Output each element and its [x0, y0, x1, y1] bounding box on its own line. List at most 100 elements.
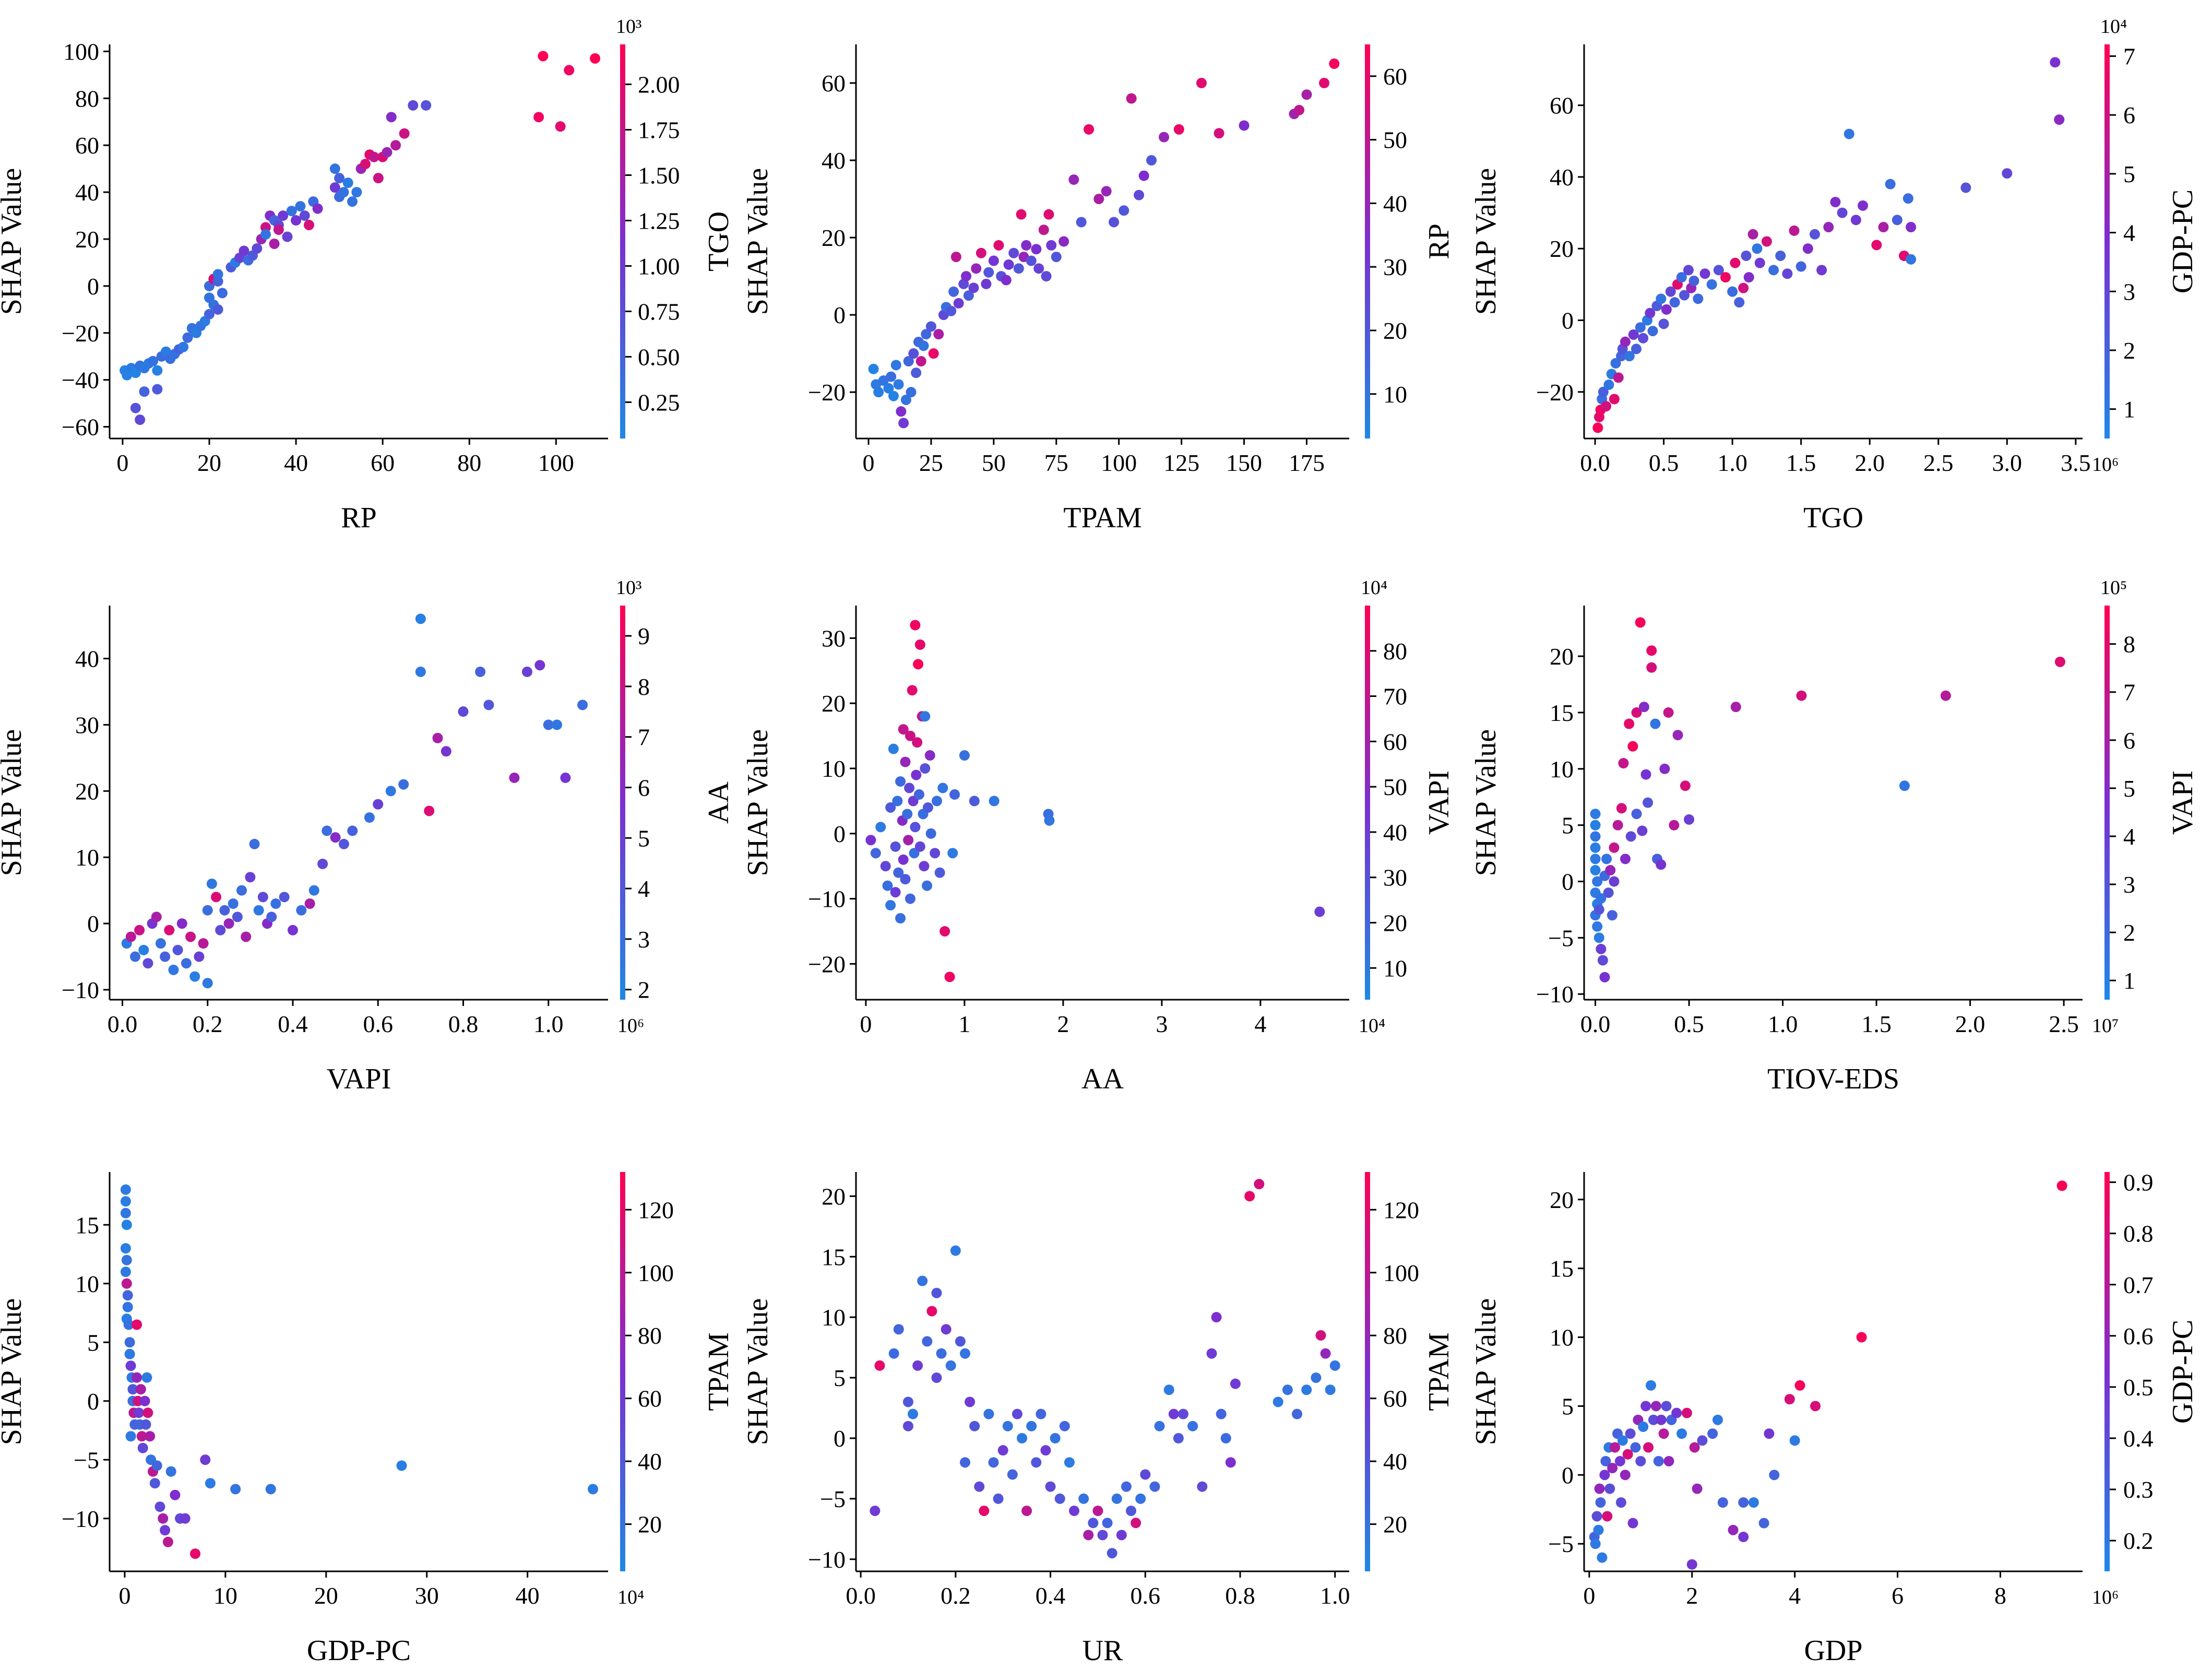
scatter-point — [912, 1360, 923, 1371]
scatter-point — [1906, 222, 1917, 233]
scatter-point — [1631, 707, 1642, 718]
y-tick-label: 15 — [75, 1212, 99, 1238]
colorbar-tick-label: 0.8 — [2123, 1221, 2154, 1247]
scatter-point — [322, 825, 332, 836]
colorbar-exponent-label: 10⁴ — [2100, 16, 2127, 38]
y-axis-title: SHAP Value — [742, 1298, 774, 1446]
scatter-point — [1892, 215, 1902, 226]
colorbar-tick-label: 20 — [1383, 317, 1407, 344]
scatter-point — [1599, 972, 1610, 982]
colorbar-tick-label: 30 — [1383, 864, 1407, 891]
colorbar-tick-label: 70 — [1383, 683, 1407, 710]
scatter-point — [2050, 57, 2061, 68]
colorbar-exponent-label: 10³ — [616, 577, 641, 599]
scatter-point — [908, 1408, 919, 1419]
scatter-point — [347, 196, 358, 207]
scatter-point — [955, 1336, 966, 1347]
scatter-point — [933, 329, 944, 340]
x-exponent-label: 10⁶ — [617, 1015, 644, 1037]
y-axis-title: SHAP Value — [742, 168, 774, 315]
scatter-point — [151, 1460, 162, 1471]
scatter-point — [121, 1254, 132, 1265]
scatter-point — [898, 418, 909, 429]
x-tick-label: 10 — [213, 1582, 237, 1609]
scatter-point — [1871, 240, 1882, 251]
colorbar-tick-label: 1 — [2123, 967, 2135, 994]
scatter-point — [120, 1266, 131, 1277]
scatter-point — [1610, 1442, 1621, 1453]
scatter-point — [1033, 263, 1044, 274]
scatter-point — [1637, 825, 1648, 836]
colorbar-tick-label: 2 — [638, 977, 650, 1003]
scatter-point — [189, 1548, 200, 1559]
scatter-point — [1635, 1455, 1646, 1466]
colorbar — [2104, 606, 2110, 1000]
scatter-point — [1017, 1433, 1028, 1443]
scatter-point — [1064, 1457, 1075, 1468]
y-tick-label: 10 — [75, 844, 99, 871]
scatter-point — [1314, 906, 1325, 917]
scatter-point — [145, 1431, 156, 1442]
scatter-point — [139, 386, 150, 397]
scatter-point — [886, 371, 897, 382]
scatter-point — [931, 796, 942, 807]
scatter-point — [2056, 1180, 2067, 1191]
scatter-point — [205, 1478, 216, 1489]
scatter-point — [408, 100, 419, 111]
scatter-point — [1013, 263, 1024, 274]
y-axis-title: SHAP Value — [1470, 168, 1502, 315]
scatter-point — [299, 210, 310, 221]
scatter-point — [910, 620, 921, 631]
scatter-point — [1658, 1428, 1669, 1439]
scatter-point — [1640, 769, 1651, 780]
scatter-point — [204, 309, 215, 319]
scatter-point — [971, 263, 982, 274]
scatter-point — [922, 1336, 933, 1347]
scatter-point — [1220, 1433, 1231, 1443]
y-tick-label: −5 — [820, 1486, 846, 1512]
scatter-point — [334, 173, 345, 184]
scatter-point — [1659, 763, 1670, 774]
colorbar-tick-label: 1 — [2123, 396, 2135, 423]
x-tick-label: 0 — [118, 1582, 130, 1609]
scatter-point — [1592, 921, 1603, 932]
scatter-point — [1607, 1463, 1618, 1474]
scatter-point — [330, 832, 341, 843]
scatter-point — [1590, 820, 1601, 831]
colorbar — [1365, 606, 1370, 1000]
colorbar-tick-label: 20 — [1383, 909, 1407, 936]
scatter-point — [1676, 272, 1687, 283]
scatter-point — [1764, 1428, 1775, 1439]
y-tick-label: −5 — [74, 1447, 99, 1473]
scatter-point — [1645, 307, 1656, 318]
scatter-point — [981, 278, 992, 289]
scatter-point — [1601, 854, 1612, 864]
x-tick-label: 2.0 — [1854, 449, 1885, 476]
scatter-point — [1810, 1401, 1821, 1412]
scatter-point — [329, 182, 340, 193]
scatter-point — [1031, 1457, 1042, 1468]
scatter-point — [1101, 186, 1112, 197]
scatter-point — [1597, 1552, 1608, 1563]
scatter-point — [398, 779, 409, 790]
colorbar-tick-label: 1.75 — [638, 117, 680, 144]
scatter-point — [555, 121, 566, 132]
colorbar-tick-label: 9 — [638, 623, 650, 649]
scatter-point — [1111, 1493, 1122, 1504]
scatter-point — [265, 1484, 276, 1495]
scatter-point — [1239, 120, 1250, 131]
scatter-point — [396, 1460, 407, 1471]
scatter-point — [918, 340, 929, 351]
y-tick-label: −20 — [808, 951, 846, 977]
scatter-point — [989, 796, 1000, 807]
x-tick-label: 0.8 — [448, 1011, 479, 1037]
scatter-point — [922, 802, 933, 813]
colorbar-tick-label: 4 — [2123, 220, 2135, 246]
colorbar-title: AA — [703, 781, 735, 824]
scatter-point — [947, 848, 958, 859]
y-tick-label: 10 — [822, 755, 846, 782]
scatter-point — [1885, 179, 1896, 189]
scatter-point — [1656, 859, 1667, 870]
scatter-point — [902, 1396, 913, 1407]
scatter-point — [1784, 1394, 1795, 1405]
